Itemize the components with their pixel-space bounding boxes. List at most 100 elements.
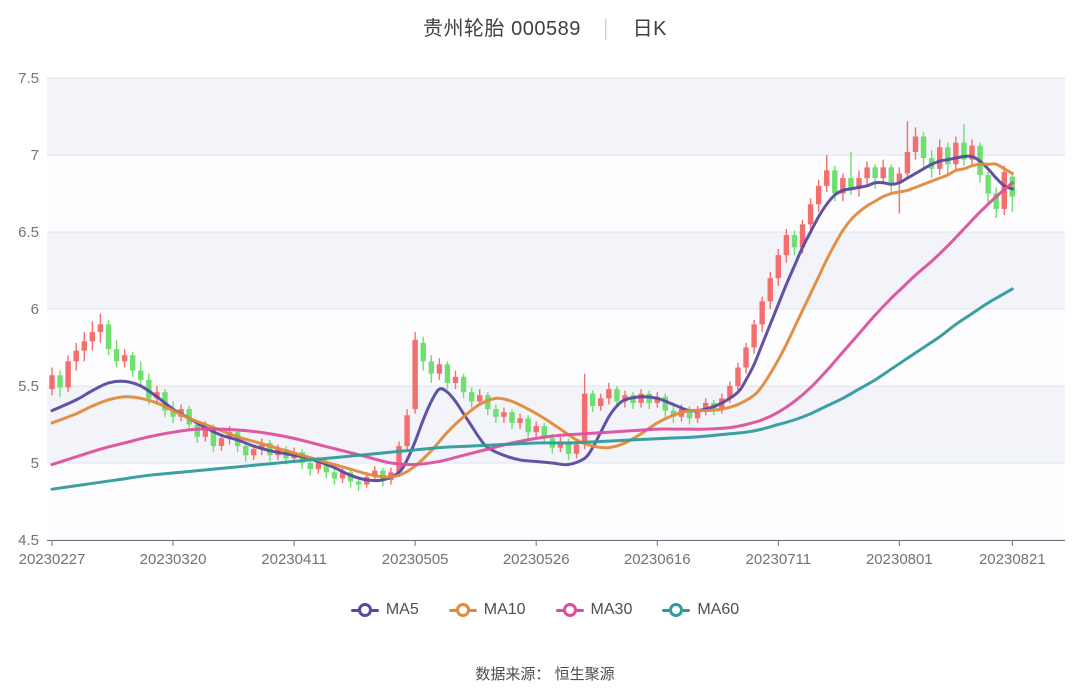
candle-body[interactable]	[864, 167, 870, 179]
candle-body[interactable]	[912, 136, 919, 152]
candle-body[interactable]	[856, 178, 862, 189]
candle-body[interactable]	[848, 178, 854, 189]
candle-body[interactable]	[702, 402, 709, 411]
candle-body[interactable]	[799, 224, 806, 248]
candle-body[interactable]	[460, 376, 467, 393]
candle-body[interactable]	[686, 409, 693, 419]
candle-body[interactable]	[824, 170, 830, 186]
candle-body[interactable]	[751, 324, 757, 348]
candle-body[interactable]	[807, 204, 814, 225]
candle-body[interactable]	[113, 349, 120, 362]
candle-body[interactable]	[121, 355, 128, 362]
candle-body[interactable]	[509, 412, 515, 423]
candle-body[interactable]	[428, 361, 434, 374]
candle-body[interactable]	[436, 364, 443, 374]
candle-body[interactable]	[49, 375, 55, 390]
candle-body[interactable]	[945, 147, 951, 165]
candle-body[interactable]	[791, 235, 798, 248]
candle-body[interactable]	[380, 470, 386, 480]
candle-body[interactable]	[783, 235, 790, 256]
candle-body[interactable]	[896, 173, 903, 183]
candle-body[interactable]	[194, 424, 200, 437]
candle-body[interactable]	[759, 301, 765, 325]
candle-body[interactable]	[953, 142, 959, 165]
candle-body[interactable]	[315, 461, 322, 470]
candle-body[interactable]	[598, 398, 604, 407]
candle-body[interactable]	[581, 393, 588, 445]
candle-body[interactable]	[1009, 176, 1016, 197]
candle-body[interactable]	[404, 415, 410, 447]
candle-body[interactable]	[614, 389, 620, 402]
candle-body[interactable]	[130, 355, 136, 371]
candle-body[interactable]	[97, 324, 104, 333]
candle-body[interactable]	[485, 395, 491, 410]
candle-body[interactable]	[89, 332, 96, 342]
candle-body[interactable]	[840, 178, 846, 194]
candle-body[interactable]	[501, 412, 507, 417]
candle-body[interactable]	[589, 393, 596, 407]
candle-body[interactable]	[412, 339, 418, 410]
legend-item-ma60[interactable]: MA60	[662, 601, 739, 619]
candle-body[interactable]	[937, 147, 943, 169]
candle-body[interactable]	[573, 444, 580, 454]
candle-body[interactable]	[323, 461, 330, 473]
candle-body[interactable]	[57, 375, 63, 388]
candle-body[interactable]	[251, 449, 257, 456]
candle-body[interactable]	[694, 410, 701, 419]
candle-body[interactable]	[872, 167, 878, 179]
candle-body[interactable]	[477, 395, 483, 402]
candle-body[interactable]	[202, 427, 209, 437]
candle-body[interactable]	[880, 167, 886, 179]
candle-body[interactable]	[307, 463, 313, 470]
candle-body[interactable]	[767, 278, 773, 302]
candle-body[interactable]	[452, 376, 459, 383]
legend-item-ma5[interactable]: MA5	[350, 601, 419, 619]
candle-body[interactable]	[662, 396, 669, 411]
candle-body[interactable]	[146, 379, 152, 399]
candle-body[interactable]	[468, 392, 475, 402]
candle-body[interactable]	[420, 342, 426, 362]
candle-body[interactable]	[565, 441, 572, 454]
x-axis-label: 20230801	[866, 551, 933, 568]
candle-body[interactable]	[372, 470, 378, 477]
candle-body[interactable]	[638, 393, 644, 403]
candle-body[interactable]	[210, 427, 217, 447]
candle-body[interactable]	[259, 442, 265, 450]
candle-body[interactable]	[961, 142, 967, 160]
candle-body[interactable]	[65, 361, 71, 388]
candle-body[interactable]	[444, 364, 451, 383]
legend-item-ma10[interactable]: MA10	[448, 601, 526, 619]
candle-body[interactable]	[775, 255, 781, 279]
candle-body[interactable]	[396, 446, 402, 473]
candle-body[interactable]	[533, 426, 539, 433]
candle-body[interactable]	[743, 347, 749, 368]
candle-body[interactable]	[541, 426, 547, 439]
candle-body[interactable]	[517, 418, 523, 423]
candle-body[interactable]	[339, 472, 346, 479]
candlestick-series	[49, 121, 1016, 491]
candle-body[interactable]	[493, 409, 499, 417]
candle-body[interactable]	[73, 350, 79, 362]
candle-body[interactable]	[832, 170, 838, 194]
candle-body[interactable]	[920, 136, 927, 159]
candle-body[interactable]	[727, 386, 733, 399]
candle-body[interactable]	[138, 370, 144, 380]
candle-body[interactable]	[105, 324, 112, 350]
candle-body[interactable]	[355, 481, 362, 485]
candle-body[interactable]	[525, 418, 531, 433]
candle-body[interactable]	[81, 341, 87, 351]
candle-body[interactable]	[242, 446, 249, 456]
candle-body[interactable]	[735, 367, 741, 386]
candle-body[interactable]	[331, 472, 338, 479]
candle-body[interactable]	[904, 151, 911, 174]
candle-body[interactable]	[606, 389, 612, 399]
legend-item-ma30[interactable]: MA30	[555, 601, 632, 619]
candle-body[interactable]	[815, 185, 822, 205]
candle-body[interactable]	[969, 145, 975, 160]
candle-body[interactable]	[985, 175, 991, 194]
candle-body[interactable]	[888, 167, 894, 183]
candle-body[interactable]	[170, 410, 176, 417]
candle-body[interactable]	[218, 438, 225, 447]
candle-body[interactable]	[993, 193, 999, 209]
